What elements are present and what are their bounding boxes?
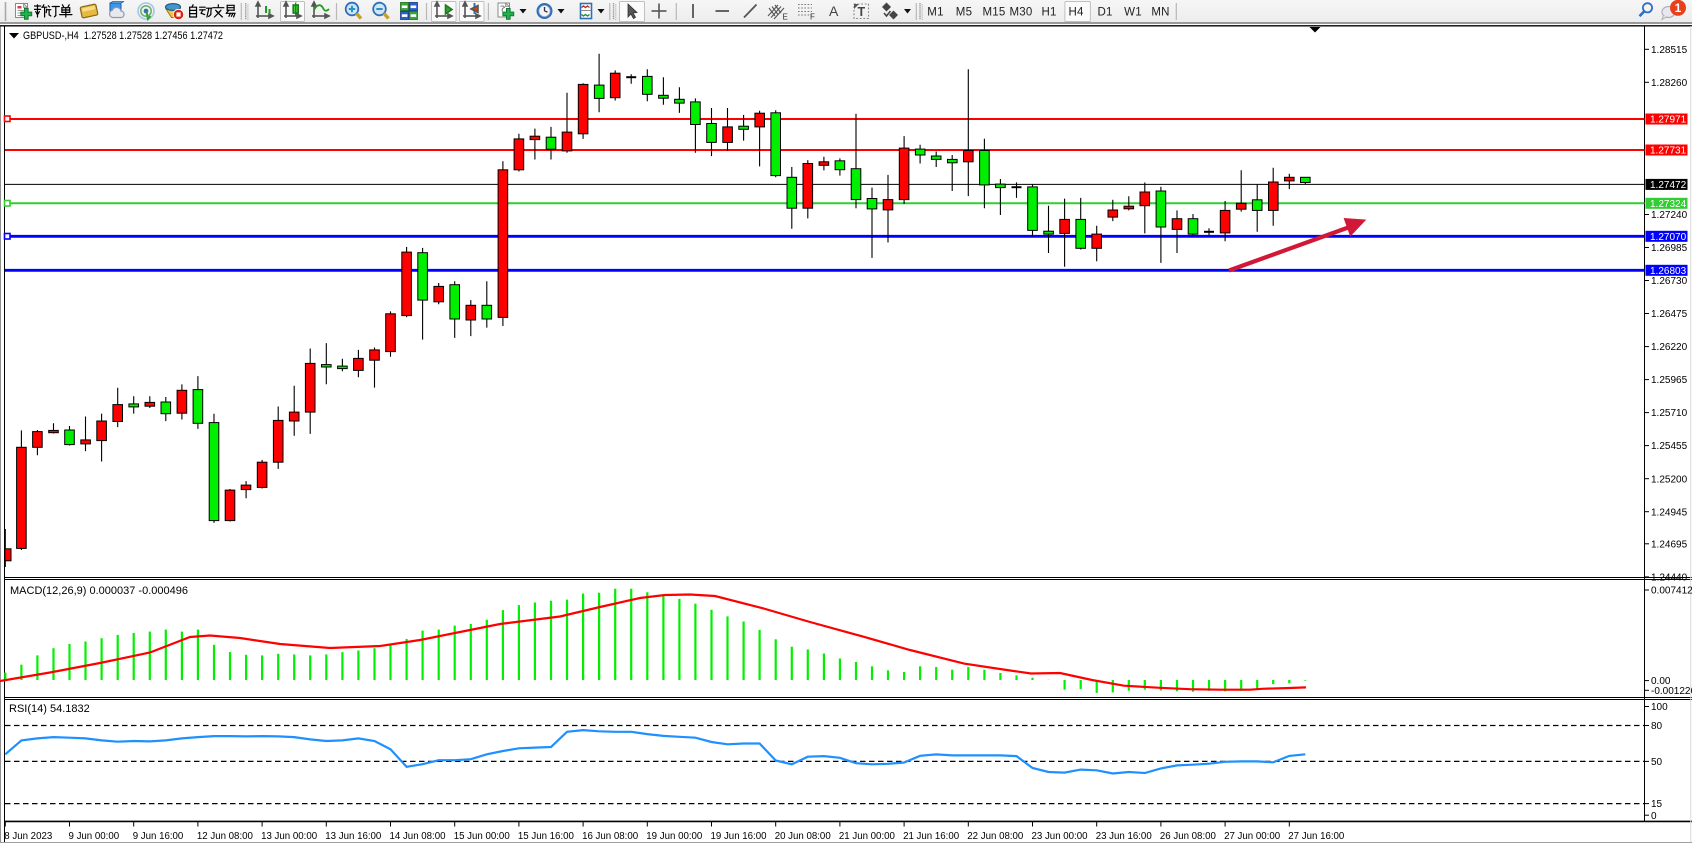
svg-text:1.26803: 1.26803 — [1650, 266, 1687, 277]
svg-text:M1: M1 — [927, 7, 943, 19]
svg-text:16 Jun 08:00: 16 Jun 08:00 — [582, 831, 639, 842]
svg-text:1.26730: 1.26730 — [1651, 276, 1688, 287]
svg-text:100: 100 — [1651, 702, 1668, 713]
svg-text:9 Jun 16:00: 9 Jun 16:00 — [133, 831, 184, 842]
svg-text:1.27971: 1.27971 — [1650, 115, 1687, 126]
svg-text:15: 15 — [1651, 799, 1663, 810]
svg-text:1.25455: 1.25455 — [1651, 441, 1688, 452]
svg-text:15 Jun 16:00: 15 Jun 16:00 — [518, 831, 575, 842]
svg-text:21 Jun 16:00: 21 Jun 16:00 — [903, 831, 960, 842]
svg-text:23 Jun 00:00: 23 Jun 00:00 — [1032, 831, 1089, 842]
svg-text:0: 0 — [1651, 811, 1657, 822]
svg-text:RSI(14) 54.1832: RSI(14) 54.1832 — [9, 703, 90, 715]
svg-text:22 Jun 08:00: 22 Jun 08:00 — [967, 831, 1024, 842]
svg-text:1.24695: 1.24695 — [1651, 539, 1688, 550]
svg-text:F: F — [810, 13, 815, 22]
svg-text:15 Jun 00:00: 15 Jun 00:00 — [454, 831, 511, 842]
svg-text:80: 80 — [1651, 721, 1663, 732]
svg-text:26 Jun 08:00: 26 Jun 08:00 — [1160, 831, 1217, 842]
svg-text:9 Jun 00:00: 9 Jun 00:00 — [69, 831, 120, 842]
svg-text:1.27472: 1.27472 — [1650, 180, 1687, 191]
svg-text:13 Jun 16:00: 13 Jun 16:00 — [325, 831, 382, 842]
svg-text:1.25710: 1.25710 — [1651, 408, 1688, 419]
svg-text:1: 1 — [1675, 1, 1682, 15]
svg-text:E: E — [783, 13, 788, 22]
svg-text:27 Jun 16:00: 27 Jun 16:00 — [1288, 831, 1345, 842]
svg-text:MACD(12,26,9) 0.000037 -0.0004: MACD(12,26,9) 0.000037 -0.000496 — [10, 585, 188, 597]
svg-text:1.27324: 1.27324 — [1650, 199, 1687, 210]
svg-text:19 Jun 16:00: 19 Jun 16:00 — [711, 831, 768, 842]
svg-text:1.26985: 1.26985 — [1651, 243, 1688, 254]
svg-text:27 Jun 00:00: 27 Jun 00:00 — [1224, 831, 1281, 842]
svg-text:GBPUSD-,H4 1.27528 1.27528 1.: GBPUSD-,H4 1.27528 1.27528 1.27456 1.274… — [23, 30, 223, 42]
svg-text:0.00: 0.00 — [1651, 676, 1671, 687]
svg-text:1.28260: 1.28260 — [1651, 78, 1688, 89]
svg-text:H1: H1 — [1041, 7, 1056, 19]
svg-text:1.27731: 1.27731 — [1650, 146, 1687, 157]
svg-text:19 Jun 00:00: 19 Jun 00:00 — [646, 831, 703, 842]
svg-text:D1: D1 — [1097, 7, 1112, 19]
svg-text:12 Jun 08:00: 12 Jun 08:00 — [197, 831, 254, 842]
svg-text:A: A — [829, 3, 839, 19]
svg-text:13 Jun 00:00: 13 Jun 00:00 — [261, 831, 318, 842]
svg-text:20 Jun 08:00: 20 Jun 08:00 — [775, 831, 832, 842]
svg-text:1.24945: 1.24945 — [1651, 507, 1688, 518]
svg-text:1.27240: 1.27240 — [1651, 210, 1688, 221]
svg-text:MN: MN — [1151, 7, 1169, 19]
svg-text:W1: W1 — [1124, 7, 1142, 19]
svg-text:1.25200: 1.25200 — [1651, 474, 1688, 485]
svg-text:0.007412: 0.007412 — [1651, 586, 1692, 597]
svg-text:H4: H4 — [1068, 7, 1084, 19]
svg-text:M15: M15 — [983, 7, 1006, 19]
svg-text:T: T — [858, 5, 866, 19]
svg-text:23 Jun 16:00: 23 Jun 16:00 — [1096, 831, 1153, 842]
svg-text:1.24440: 1.24440 — [1651, 573, 1688, 584]
svg-text:M30: M30 — [1010, 7, 1033, 19]
svg-text:1.25965: 1.25965 — [1651, 375, 1688, 386]
svg-text:14 Jun 08:00: 14 Jun 08:00 — [390, 831, 447, 842]
svg-text:21 Jun 00:00: 21 Jun 00:00 — [839, 831, 896, 842]
svg-text:M5: M5 — [956, 7, 972, 19]
svg-text:1.28515: 1.28515 — [1651, 45, 1688, 56]
svg-text:1.26475: 1.26475 — [1651, 309, 1688, 320]
svg-text:1.26220: 1.26220 — [1651, 342, 1688, 353]
svg-text:8 Jun 2023: 8 Jun 2023 — [4, 831, 52, 842]
svg-text:50: 50 — [1651, 757, 1663, 768]
svg-text:1.27070: 1.27070 — [1650, 232, 1687, 243]
svg-text:-0.001226: -0.001226 — [1651, 686, 1692, 697]
